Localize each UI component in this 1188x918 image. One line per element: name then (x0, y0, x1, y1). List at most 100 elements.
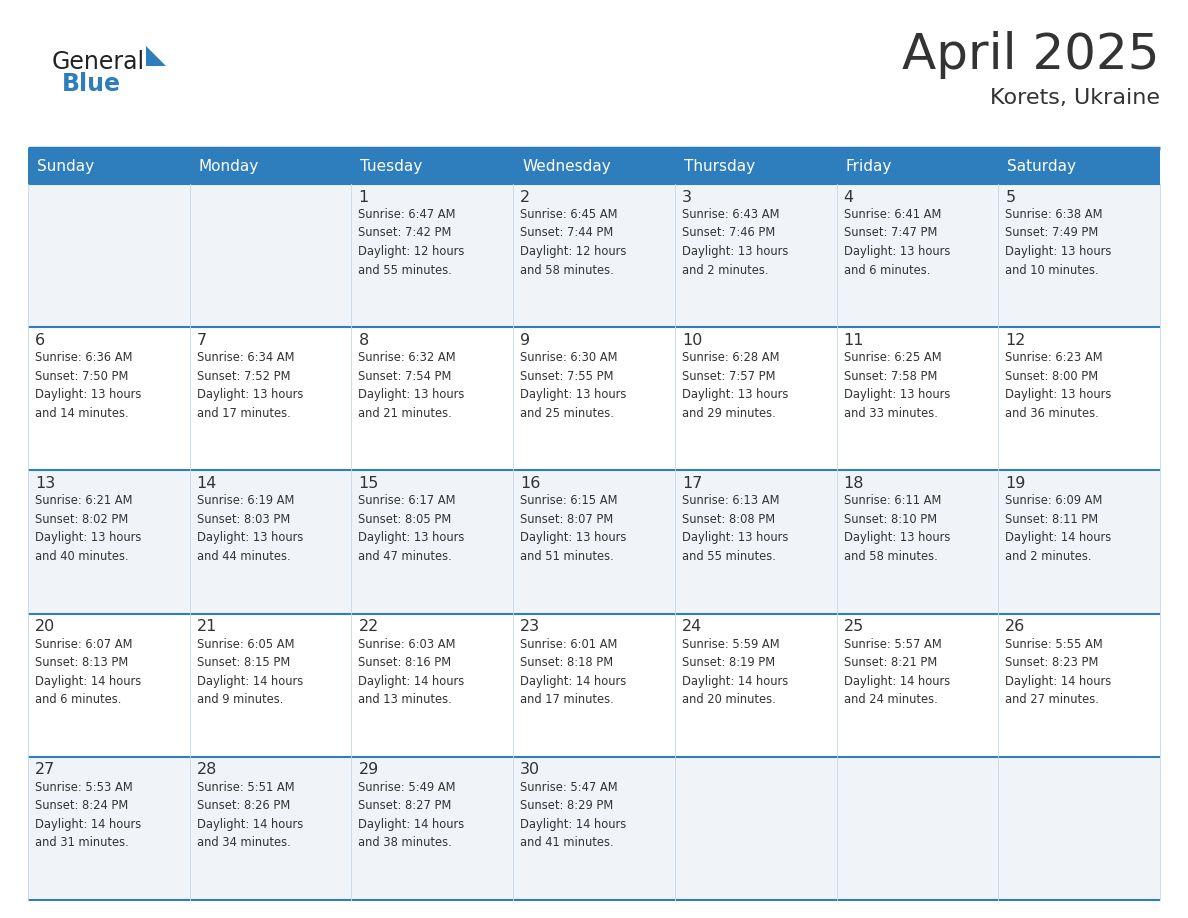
Text: Sunrise: 6:21 AM
Sunset: 8:02 PM
Daylight: 13 hours
and 40 minutes.: Sunrise: 6:21 AM Sunset: 8:02 PM Dayligh… (34, 495, 141, 563)
Text: 7: 7 (197, 332, 207, 348)
Text: Sunrise: 5:51 AM
Sunset: 8:26 PM
Daylight: 14 hours
and 34 minutes.: Sunrise: 5:51 AM Sunset: 8:26 PM Dayligh… (197, 781, 303, 849)
Text: Sunrise: 6:17 AM
Sunset: 8:05 PM
Daylight: 13 hours
and 47 minutes.: Sunrise: 6:17 AM Sunset: 8:05 PM Dayligh… (359, 495, 465, 563)
Bar (998, 148, 1159, 184)
Text: Tuesday: Tuesday (360, 159, 423, 174)
Bar (352, 470, 513, 613)
Bar (675, 148, 836, 184)
Text: 9: 9 (520, 332, 530, 348)
Bar (836, 470, 998, 613)
Text: Wednesday: Wednesday (523, 159, 611, 174)
Bar (998, 327, 1159, 470)
Bar (190, 756, 352, 900)
Text: Sunrise: 6:05 AM
Sunset: 8:15 PM
Daylight: 14 hours
and 9 minutes.: Sunrise: 6:05 AM Sunset: 8:15 PM Dayligh… (197, 638, 303, 706)
Bar (352, 184, 513, 327)
Text: Sunrise: 6:30 AM
Sunset: 7:55 PM
Daylight: 13 hours
and 25 minutes.: Sunrise: 6:30 AM Sunset: 7:55 PM Dayligh… (520, 352, 626, 420)
Text: 6: 6 (34, 332, 45, 348)
Bar (675, 756, 836, 900)
Bar (836, 613, 998, 756)
Text: 26: 26 (1005, 619, 1025, 634)
Text: 29: 29 (359, 762, 379, 778)
Text: Sunrise: 6:15 AM
Sunset: 8:07 PM
Daylight: 13 hours
and 51 minutes.: Sunrise: 6:15 AM Sunset: 8:07 PM Dayligh… (520, 495, 626, 563)
Text: Sunrise: 6:01 AM
Sunset: 8:18 PM
Daylight: 14 hours
and 17 minutes.: Sunrise: 6:01 AM Sunset: 8:18 PM Dayligh… (520, 638, 626, 706)
Bar (29, 613, 190, 756)
Text: Sunrise: 6:09 AM
Sunset: 8:11 PM
Daylight: 14 hours
and 2 minutes.: Sunrise: 6:09 AM Sunset: 8:11 PM Dayligh… (1005, 495, 1112, 563)
Text: Sunrise: 6:38 AM
Sunset: 7:49 PM
Daylight: 13 hours
and 10 minutes.: Sunrise: 6:38 AM Sunset: 7:49 PM Dayligh… (1005, 208, 1112, 276)
Text: Sunrise: 6:45 AM
Sunset: 7:44 PM
Daylight: 12 hours
and 58 minutes.: Sunrise: 6:45 AM Sunset: 7:44 PM Dayligh… (520, 208, 626, 276)
Text: Monday: Monday (198, 159, 259, 174)
Text: 21: 21 (197, 619, 217, 634)
Text: Korets, Ukraine: Korets, Ukraine (990, 88, 1159, 108)
Bar (513, 470, 675, 613)
Text: General: General (52, 50, 145, 74)
Text: 5: 5 (1005, 189, 1016, 205)
Bar (29, 148, 190, 184)
Bar (998, 756, 1159, 900)
Text: 28: 28 (197, 762, 217, 778)
Bar (836, 756, 998, 900)
Text: Sunrise: 6:36 AM
Sunset: 7:50 PM
Daylight: 13 hours
and 14 minutes.: Sunrise: 6:36 AM Sunset: 7:50 PM Dayligh… (34, 352, 141, 420)
Text: Sunrise: 6:19 AM
Sunset: 8:03 PM
Daylight: 13 hours
and 44 minutes.: Sunrise: 6:19 AM Sunset: 8:03 PM Dayligh… (197, 495, 303, 563)
Bar (29, 756, 190, 900)
Text: 8: 8 (359, 332, 368, 348)
Text: 18: 18 (843, 476, 864, 491)
Text: 1: 1 (359, 189, 368, 205)
Bar (675, 327, 836, 470)
Text: April 2025: April 2025 (903, 31, 1159, 79)
Text: Sunrise: 6:07 AM
Sunset: 8:13 PM
Daylight: 14 hours
and 6 minutes.: Sunrise: 6:07 AM Sunset: 8:13 PM Dayligh… (34, 638, 141, 706)
Text: Sunrise: 6:25 AM
Sunset: 7:58 PM
Daylight: 13 hours
and 33 minutes.: Sunrise: 6:25 AM Sunset: 7:58 PM Dayligh… (843, 352, 950, 420)
Bar (352, 148, 513, 184)
Text: 14: 14 (197, 476, 217, 491)
Text: Sunrise: 6:03 AM
Sunset: 8:16 PM
Daylight: 14 hours
and 13 minutes.: Sunrise: 6:03 AM Sunset: 8:16 PM Dayligh… (359, 638, 465, 706)
Bar (513, 613, 675, 756)
Text: 12: 12 (1005, 332, 1025, 348)
Bar (352, 613, 513, 756)
Text: Sunrise: 5:55 AM
Sunset: 8:23 PM
Daylight: 14 hours
and 27 minutes.: Sunrise: 5:55 AM Sunset: 8:23 PM Dayligh… (1005, 638, 1112, 706)
Text: 25: 25 (843, 619, 864, 634)
Bar (675, 184, 836, 327)
Text: 3: 3 (682, 189, 691, 205)
Bar (190, 184, 352, 327)
Polygon shape (146, 46, 166, 66)
Text: 4: 4 (843, 189, 854, 205)
Bar (675, 470, 836, 613)
Bar (836, 148, 998, 184)
Text: Sunrise: 6:23 AM
Sunset: 8:00 PM
Daylight: 13 hours
and 36 minutes.: Sunrise: 6:23 AM Sunset: 8:00 PM Dayligh… (1005, 352, 1112, 420)
Text: 22: 22 (359, 619, 379, 634)
Text: 17: 17 (682, 476, 702, 491)
Text: Sunrise: 5:59 AM
Sunset: 8:19 PM
Daylight: 14 hours
and 20 minutes.: Sunrise: 5:59 AM Sunset: 8:19 PM Dayligh… (682, 638, 788, 706)
Bar (513, 148, 675, 184)
Text: 11: 11 (843, 332, 864, 348)
Text: Sunday: Sunday (37, 159, 94, 174)
Text: 23: 23 (520, 619, 541, 634)
Text: Thursday: Thursday (684, 159, 756, 174)
Text: 2: 2 (520, 189, 530, 205)
Text: Blue: Blue (62, 72, 121, 96)
Text: 15: 15 (359, 476, 379, 491)
Text: 10: 10 (682, 332, 702, 348)
Bar (352, 327, 513, 470)
Text: Sunrise: 6:32 AM
Sunset: 7:54 PM
Daylight: 13 hours
and 21 minutes.: Sunrise: 6:32 AM Sunset: 7:54 PM Dayligh… (359, 352, 465, 420)
Text: 16: 16 (520, 476, 541, 491)
Bar (190, 327, 352, 470)
Text: Sunrise: 5:57 AM
Sunset: 8:21 PM
Daylight: 14 hours
and 24 minutes.: Sunrise: 5:57 AM Sunset: 8:21 PM Dayligh… (843, 638, 950, 706)
Bar (998, 470, 1159, 613)
Text: 20: 20 (34, 619, 56, 634)
Text: Sunrise: 6:41 AM
Sunset: 7:47 PM
Daylight: 13 hours
and 6 minutes.: Sunrise: 6:41 AM Sunset: 7:47 PM Dayligh… (843, 208, 950, 276)
Bar (836, 327, 998, 470)
Bar (998, 613, 1159, 756)
Text: Sunrise: 5:47 AM
Sunset: 8:29 PM
Daylight: 14 hours
and 41 minutes.: Sunrise: 5:47 AM Sunset: 8:29 PM Dayligh… (520, 781, 626, 849)
Bar (998, 184, 1159, 327)
Text: 30: 30 (520, 762, 541, 778)
Text: 24: 24 (682, 619, 702, 634)
Text: Saturday: Saturday (1007, 159, 1076, 174)
Text: 19: 19 (1005, 476, 1025, 491)
Bar (836, 184, 998, 327)
Text: 27: 27 (34, 762, 56, 778)
Text: 13: 13 (34, 476, 56, 491)
Bar (29, 327, 190, 470)
Text: Sunrise: 6:34 AM
Sunset: 7:52 PM
Daylight: 13 hours
and 17 minutes.: Sunrise: 6:34 AM Sunset: 7:52 PM Dayligh… (197, 352, 303, 420)
Text: Sunrise: 6:47 AM
Sunset: 7:42 PM
Daylight: 12 hours
and 55 minutes.: Sunrise: 6:47 AM Sunset: 7:42 PM Dayligh… (359, 208, 465, 276)
Bar (190, 470, 352, 613)
Bar (190, 148, 352, 184)
Text: Sunrise: 6:11 AM
Sunset: 8:10 PM
Daylight: 13 hours
and 58 minutes.: Sunrise: 6:11 AM Sunset: 8:10 PM Dayligh… (843, 495, 950, 563)
